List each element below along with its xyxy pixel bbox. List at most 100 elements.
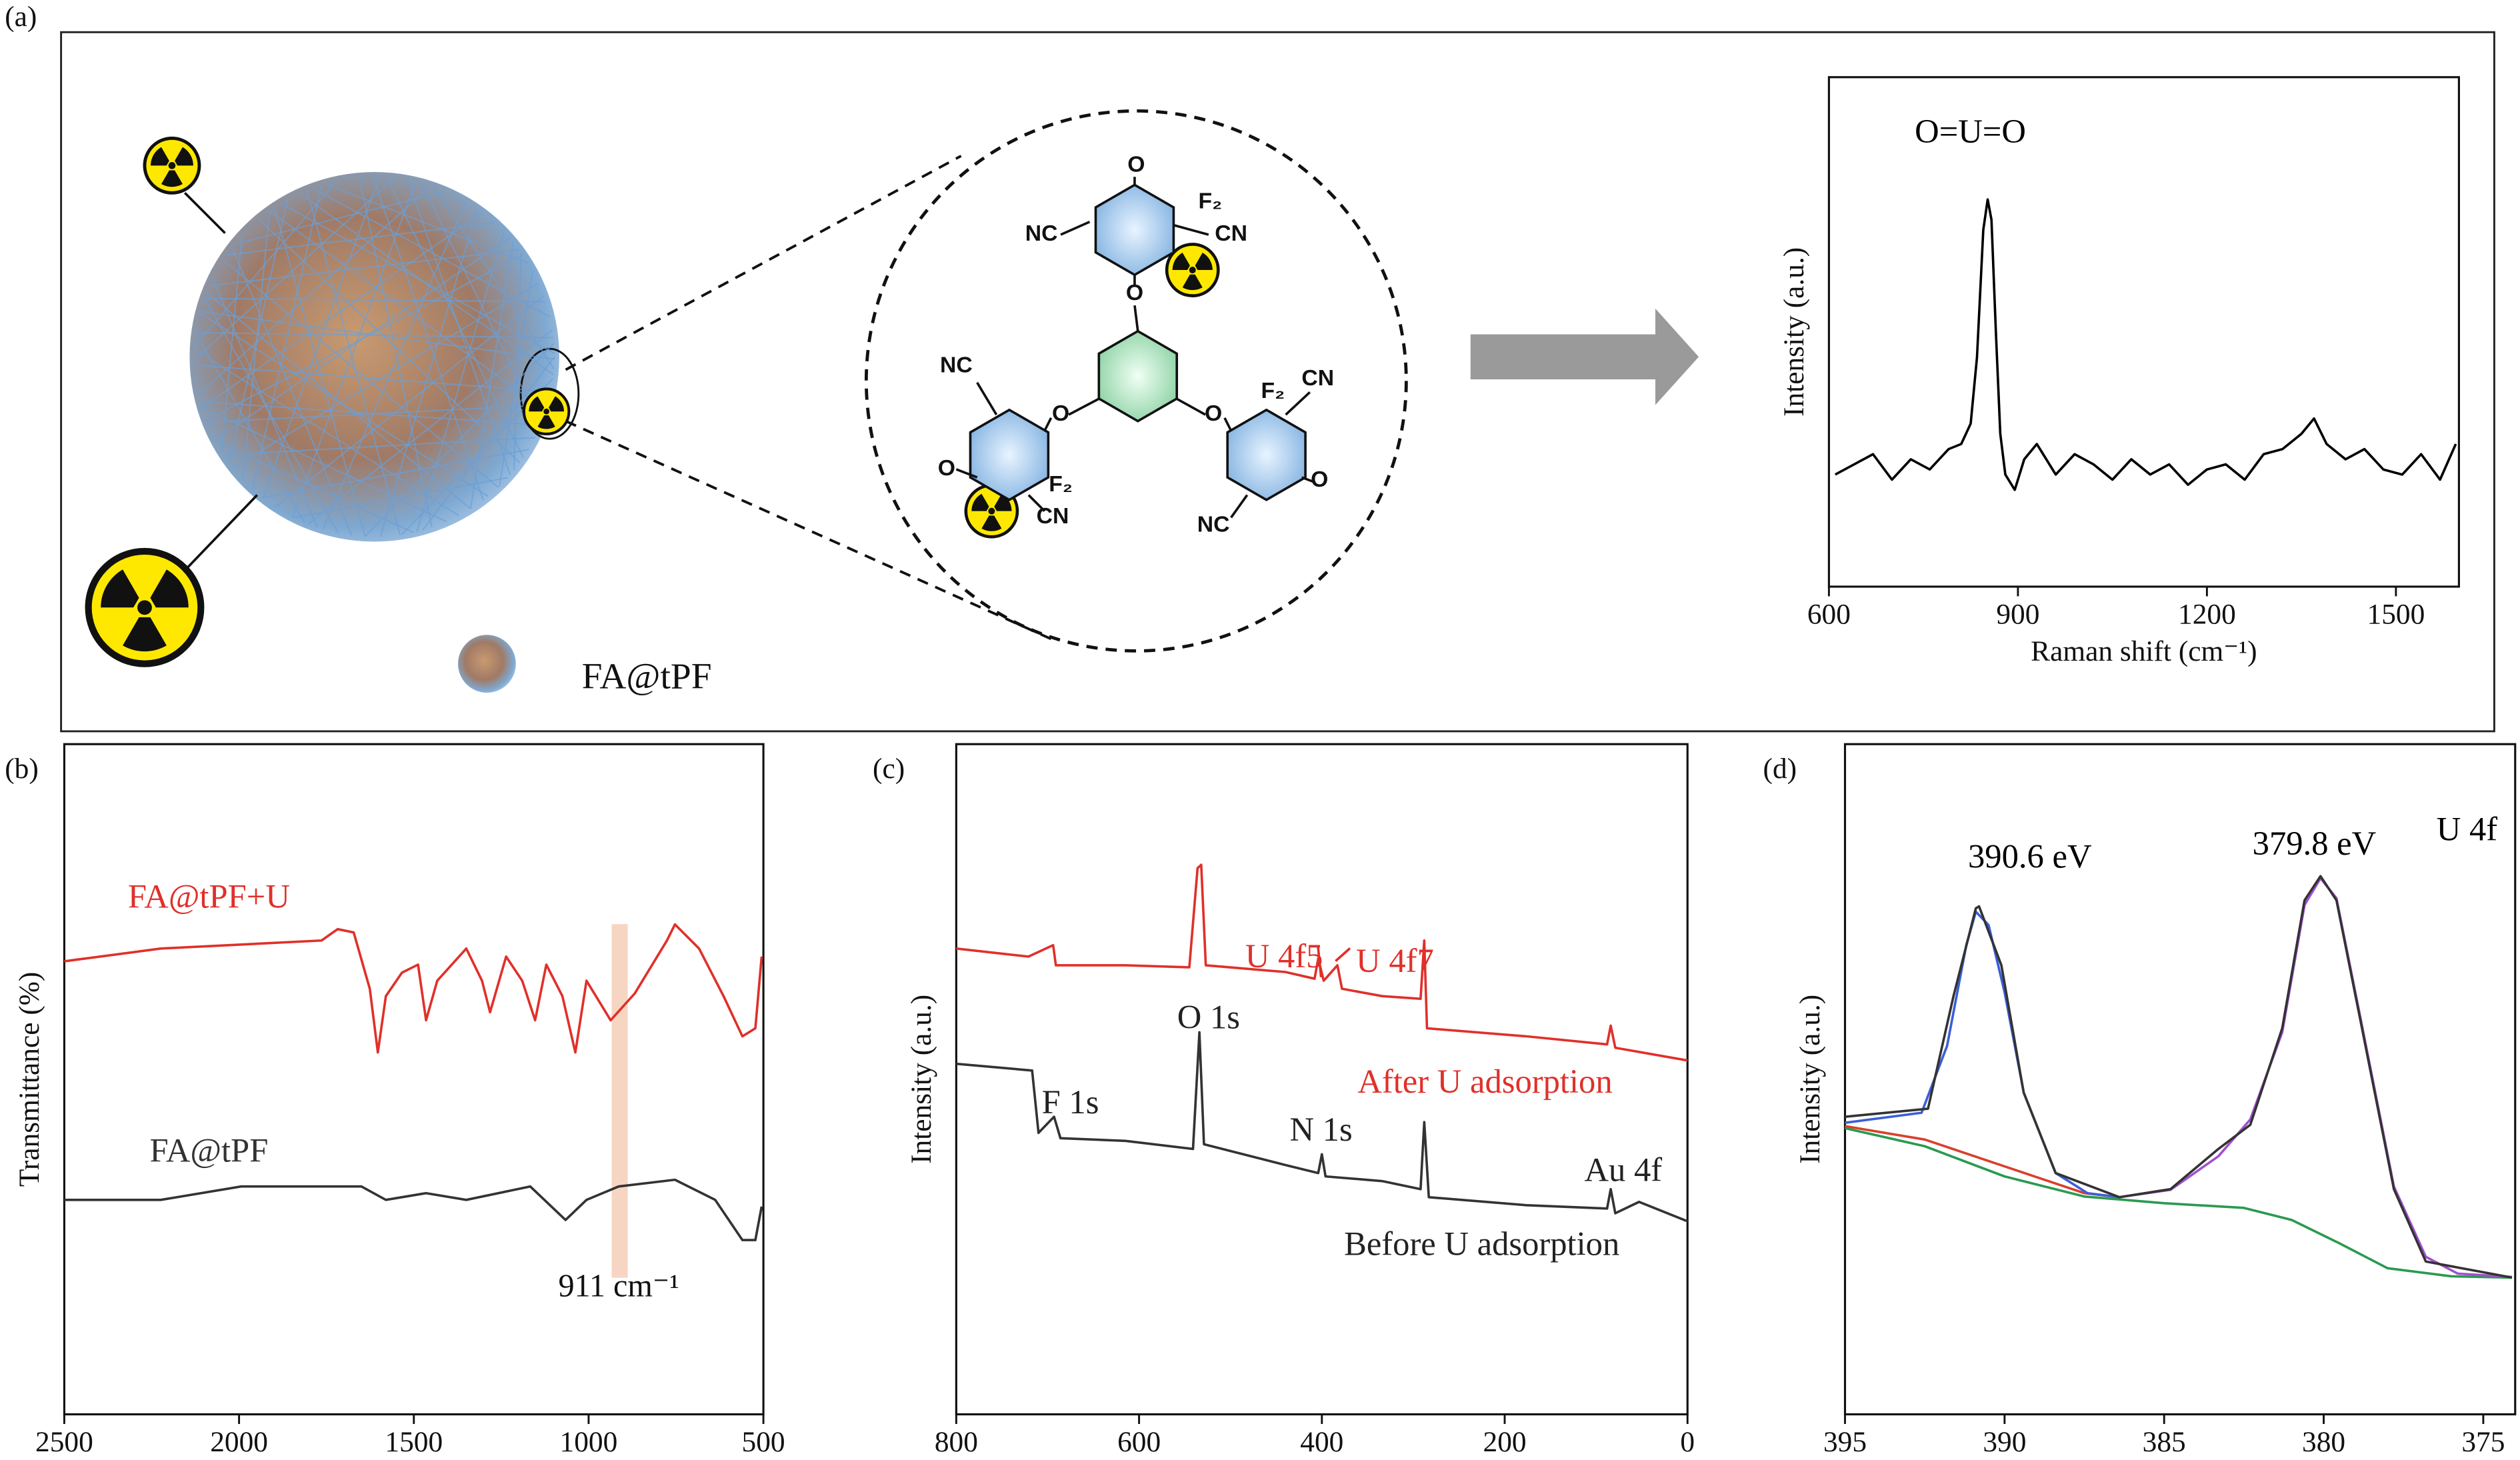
fibre — [200, 311, 555, 360]
atom-label: F₂ — [1198, 189, 1222, 214]
annotation: O 1s — [1177, 998, 1240, 1035]
fibre — [194, 349, 460, 517]
fibre — [203, 297, 339, 534]
annotation: U 4f7 — [1356, 942, 1434, 979]
atom-label: F₂ — [1261, 378, 1285, 403]
radiation-blade — [537, 415, 555, 429]
x-tick-label: 900 — [1996, 599, 2039, 631]
radiation-blade — [150, 569, 189, 608]
annotation: N 1s — [1290, 1111, 1353, 1148]
fibre — [299, 192, 554, 375]
spectrum-line — [1845, 1127, 2513, 1279]
highlight-band — [611, 924, 628, 1278]
schematic: FA@tPF O NC F₂ CN O NC O O F₂ CN F₂ CN O O NC — [85, 109, 1699, 697]
annotation: F 1s — [1042, 1083, 1099, 1121]
atom-label: CN — [1301, 365, 1334, 391]
radiation-blade — [101, 569, 139, 608]
fibre — [209, 249, 520, 287]
fibre — [311, 187, 551, 317]
bond — [1068, 397, 1100, 416]
x-tick-label: 600 — [1117, 1426, 1161, 1458]
zoom-ellipse — [519, 347, 580, 440]
spectrum-line — [1845, 910, 2120, 1199]
fibre — [499, 271, 533, 487]
y-axis-label: Intensity (a.u.) — [1778, 247, 1810, 417]
spectrum-line — [64, 923, 763, 1054]
fibre — [262, 449, 529, 499]
radiation-core — [543, 408, 550, 415]
fibre — [307, 329, 553, 525]
spectrum-line — [2119, 877, 2513, 1279]
atom-label: CN — [1037, 503, 1069, 529]
annotation: 390.6 eV — [1968, 837, 2092, 875]
fibre — [233, 191, 446, 245]
bond — [1060, 221, 1091, 236]
bond — [1223, 417, 1233, 431]
fibre — [228, 199, 289, 463]
fibre — [422, 356, 555, 531]
y-axis-label: Transmittance (%) — [13, 972, 45, 1187]
x-tick-label: 0 — [1680, 1426, 1695, 1458]
radiation-blade — [549, 396, 564, 412]
bond — [1175, 397, 1206, 416]
fibre — [225, 222, 495, 256]
x-tick-label: 375 — [2461, 1426, 2505, 1458]
atom-label: O — [1126, 280, 1143, 305]
atom-label: NC — [1197, 511, 1230, 537]
bond — [1285, 391, 1311, 416]
x-tick-label: 2500 — [35, 1426, 93, 1458]
fibre — [251, 184, 323, 490]
fibre — [232, 282, 539, 469]
radiation-blade — [161, 170, 183, 187]
radiation-core — [988, 507, 995, 515]
annotation: Before U adsorption — [1344, 1225, 1619, 1262]
radiation-blade — [1195, 252, 1213, 271]
bond — [1173, 223, 1209, 236]
fibre — [211, 278, 319, 528]
fibre — [359, 177, 433, 528]
fibre — [215, 441, 414, 533]
radiation-blade — [123, 617, 167, 652]
x-tick-label: 500 — [742, 1426, 785, 1458]
plot-frame — [1827, 76, 2460, 588]
bond — [976, 381, 998, 415]
radiation-blade — [529, 396, 545, 412]
fibre — [194, 364, 551, 393]
radiation-blade — [981, 515, 1002, 531]
bond — [1043, 417, 1053, 431]
zoom-circle — [864, 109, 1408, 653]
annotation: U 4f5 — [1245, 937, 1323, 975]
y-axis-label: Intensity (a.u.) — [905, 995, 937, 1164]
atom-label: F₂ — [1049, 471, 1073, 497]
radiation-blade — [1182, 274, 1203, 291]
fibre — [433, 186, 555, 369]
fibre — [258, 218, 521, 463]
fibre — [198, 185, 431, 395]
annotation: After U adsorption — [1357, 1063, 1612, 1100]
benzene-ring — [1094, 183, 1175, 277]
spectrum-line — [956, 1031, 1688, 1223]
radiation-blade — [994, 493, 1012, 511]
x-tick-label: 1200 — [2178, 599, 2236, 631]
panel-label: (a) — [5, 1, 37, 33]
radiation-core — [137, 600, 152, 615]
panel-frame — [60, 31, 2495, 733]
bond — [1230, 494, 1249, 519]
fibre — [364, 343, 555, 537]
benzene-ring — [969, 408, 1050, 501]
process-arrow — [1470, 308, 1699, 405]
fibre — [222, 259, 499, 488]
fibre — [273, 207, 366, 537]
fibre — [291, 181, 417, 517]
atom-label: O — [1311, 467, 1328, 492]
fibre — [194, 180, 337, 347]
fibre — [420, 183, 542, 426]
annotation: FA@tPF+U — [128, 878, 290, 915]
panel-label: (b) — [5, 753, 39, 785]
x-tick-label: 800 — [935, 1426, 978, 1458]
panel-label: (d) — [1763, 753, 1797, 785]
atom-label: O — [1127, 151, 1145, 177]
atom-label: O — [1052, 401, 1069, 426]
bond — [1027, 494, 1046, 512]
fibre — [201, 407, 447, 523]
